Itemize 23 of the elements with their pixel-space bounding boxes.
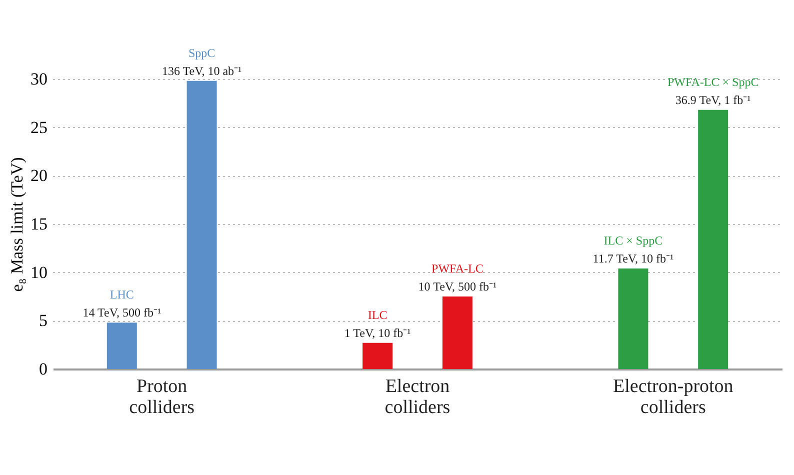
x-tick-label: PWFA-LC [432,262,484,276]
y-tick-label: 5 [39,311,48,330]
annotation: 36.9 TeV, 1 fb⁻¹ [675,92,752,107]
y-tick-label: 10 [30,262,48,282]
y-tick-label: 25 [30,118,48,137]
y-tick-label: 20 [30,166,48,186]
annotation: 11.7 TeV, 10 fb⁻¹ [592,251,674,266]
y-tick-label: 0 [39,360,48,378]
x-tick-label: PWFA-LC × SppC [667,74,759,89]
annotation: 1 TeV, 10 fb⁻¹ [344,326,412,340]
text: Electron colliders [384,376,450,418]
x-tick-label: ILC × SppC [604,233,663,248]
text: Electron-proton colliders [612,376,734,418]
x-tick-label: SppC [188,46,216,60]
annotation: 10 TeV, 500 fb⁻¹ [418,280,497,294]
y-tick-label: 15 [30,214,48,234]
y-axis-title: e₈ Mass limit (TeV) [8,157,26,292]
x-tick-label: ILC [368,308,388,322]
x-tick-label: LHC [110,288,134,302]
text: 136 TeV, 10 ab⁻¹ [162,64,242,78]
y-tick-label: 30 [30,70,48,88]
annotation: 14 TeV, 500 fb⁻¹ [82,306,162,320]
text: Proton colliders [129,376,195,418]
